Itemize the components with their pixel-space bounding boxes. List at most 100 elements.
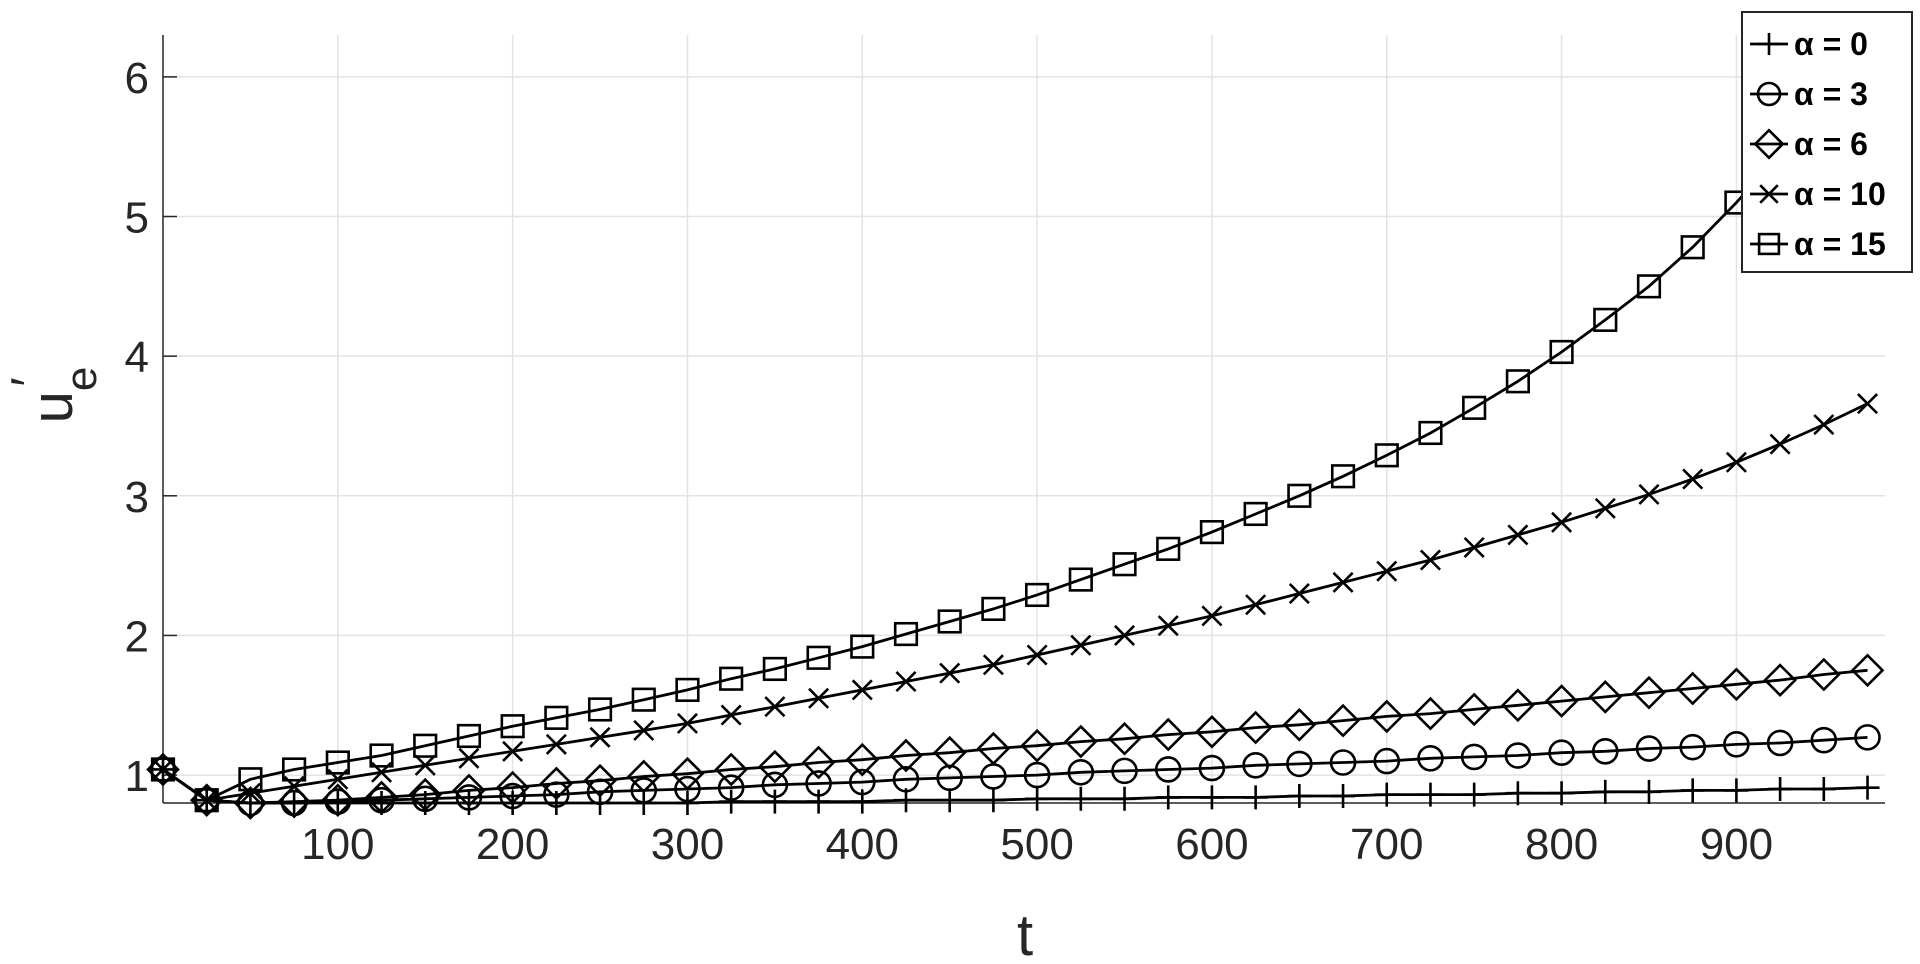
- circle-marker: [1854, 724, 1881, 751]
- legend-item: α = 6: [1750, 126, 1868, 162]
- x-axis-title: t: [1017, 903, 1033, 964]
- x-tick-label: 600: [1175, 820, 1248, 869]
- square-marker: [587, 697, 613, 722]
- series-lines: [146, 35, 1885, 820]
- circle-marker: [674, 775, 701, 803]
- x-tick-labels: 100 200 300 400 500 600 700 800 900: [301, 820, 1773, 869]
- diamond-marker: [539, 766, 574, 801]
- circle-marker: [1635, 735, 1663, 762]
- circle-marker: [1242, 751, 1269, 779]
- diamond-marker: [320, 783, 355, 818]
- diamond-marker: [408, 777, 443, 812]
- y-tick-label: 3: [125, 473, 149, 522]
- diamond-marker: [1632, 675, 1666, 710]
- square-marker: [325, 750, 350, 775]
- circle-marker: [1329, 749, 1357, 776]
- x-tick-label: 200: [476, 820, 549, 869]
- legend-label: α = 6: [1794, 126, 1868, 162]
- cross-marker: [808, 687, 830, 709]
- series-diamond: [146, 653, 1885, 820]
- cross-marker: [1725, 451, 1747, 473]
- cross-marker: [895, 670, 917, 693]
- square-marker: [1549, 339, 1574, 365]
- diamond-marker: [583, 763, 617, 798]
- cross-marker: [1594, 497, 1616, 519]
- plus-marker: [806, 789, 831, 814]
- circle-marker: [1198, 754, 1226, 782]
- diamond-marker: [1806, 657, 1841, 692]
- diamond-marker: [452, 773, 486, 808]
- square-marker: [1199, 520, 1225, 545]
- circle-marker: [1460, 743, 1488, 771]
- square-marker: [893, 621, 919, 647]
- plus-marker: [1331, 784, 1356, 809]
- y-tick-label: 6: [125, 54, 149, 103]
- plus-marker: [1462, 782, 1487, 807]
- cross-marker: [502, 740, 524, 762]
- square-marker: [1593, 307, 1618, 332]
- square-marker: [1374, 443, 1399, 468]
- y-axis-title-subscript: e: [57, 367, 106, 391]
- cross-marker: [1157, 615, 1179, 637]
- square-marker: [719, 666, 744, 691]
- plus-marker: [1374, 782, 1399, 807]
- cross-marker: [764, 696, 786, 718]
- plus-marker: [1811, 777, 1836, 802]
- circle-marker: [848, 768, 876, 796]
- diamond-marker: [801, 745, 836, 780]
- cross-marker: [1682, 468, 1704, 490]
- square-marker: [1680, 235, 1705, 260]
- legend-item: α = 0: [1750, 26, 1868, 62]
- square-marker: [981, 596, 1006, 622]
- square-marker: [1243, 501, 1268, 527]
- diamond-marker: [889, 738, 923, 773]
- circle-marker: [499, 782, 526, 810]
- plus-marker: [981, 788, 1006, 813]
- square-marker: [369, 743, 394, 768]
- series-cross: [152, 393, 1879, 811]
- series-circle: [149, 724, 1881, 817]
- y-tick-label: 1: [125, 752, 149, 801]
- plus-marker: [1758, 33, 1780, 55]
- legend-box: [1741, 11, 1913, 273]
- svg-text:ue′: ue′: [1, 367, 106, 424]
- circle-marker: [1373, 747, 1401, 775]
- y-tick-label: 5: [125, 194, 149, 243]
- legend-label: α = 15: [1794, 226, 1886, 262]
- diamond-marker: [1850, 653, 1885, 688]
- plus-marker: [1199, 785, 1224, 810]
- cross-marker: [1638, 483, 1660, 505]
- cross-marker: [239, 782, 261, 804]
- plus-marker: [719, 789, 744, 814]
- x-tick-label: 800: [1525, 820, 1598, 869]
- legend-item: α = 10: [1750, 176, 1886, 212]
- square-marker: [1505, 369, 1530, 394]
- square-marker: [1112, 552, 1137, 577]
- plus-marker: [1243, 785, 1268, 810]
- plus-marker: [762, 789, 787, 814]
- circle-marker: [1504, 742, 1532, 769]
- plus-marker: [1636, 779, 1661, 804]
- x-tick-label: 300: [651, 820, 724, 869]
- circle-marker: [1679, 733, 1706, 761]
- square-marker: [937, 609, 962, 634]
- series-line: [162, 768, 1868, 805]
- diamond-marker: [277, 784, 311, 819]
- circle-marker: [717, 774, 745, 801]
- plus-marker: [1112, 786, 1137, 811]
- square-marker: [631, 687, 656, 712]
- square-marker: [1156, 536, 1181, 561]
- plus-marker: [1549, 781, 1574, 806]
- diamond-marker: [626, 759, 661, 794]
- square-marker: [194, 788, 219, 813]
- square-marker: [1418, 420, 1443, 446]
- cross-marker: [1288, 583, 1310, 605]
- y-axis-title: ue′: [1, 367, 106, 424]
- circle-marker: [1154, 756, 1182, 783]
- cross-marker: [939, 662, 961, 684]
- diamond-marker: [1151, 717, 1186, 752]
- diamond-marker: [1544, 684, 1579, 718]
- cross-marker: [1245, 594, 1267, 616]
- diamond-marker: [1282, 707, 1317, 742]
